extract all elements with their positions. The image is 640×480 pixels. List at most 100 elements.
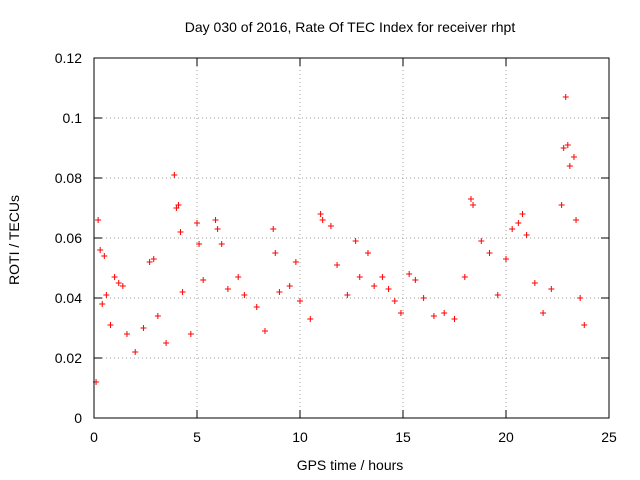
data-point — [175, 202, 182, 208]
x-tick-label: 10 — [292, 429, 308, 445]
data-point — [261, 328, 268, 334]
data-point — [334, 262, 341, 268]
data-point — [327, 223, 334, 229]
data-point — [103, 292, 110, 298]
data-point — [235, 274, 242, 280]
x-tick-label: 5 — [193, 429, 201, 445]
data-point — [194, 220, 200, 226]
x-tick-labels: 0 5 10 15 20 25 — [90, 429, 617, 445]
data-point — [562, 94, 569, 100]
data-point — [241, 292, 248, 298]
data-point — [317, 211, 324, 217]
data-point — [163, 340, 170, 346]
data-point — [95, 217, 102, 223]
data-point — [430, 313, 437, 319]
y-tick-label: 0.02 — [55, 350, 82, 366]
data-point — [397, 310, 404, 316]
data-point — [570, 154, 577, 160]
data-point — [461, 274, 468, 280]
data-point — [101, 253, 108, 259]
data-point — [200, 277, 207, 283]
data-point — [560, 145, 567, 151]
data-point — [276, 289, 283, 295]
data-point — [99, 301, 106, 307]
data-point — [412, 277, 419, 283]
data-point — [391, 298, 398, 304]
data-point — [97, 247, 104, 253]
data-point — [519, 211, 526, 217]
data-point — [187, 331, 194, 337]
x-tick-label: 15 — [395, 429, 411, 445]
data-point — [218, 241, 225, 247]
data-point — [371, 283, 378, 289]
data-point — [177, 229, 184, 235]
data-point — [214, 226, 221, 232]
data-point — [566, 163, 573, 169]
y-tick-label: 0.12 — [55, 50, 82, 66]
x-tick-label: 20 — [498, 429, 514, 445]
data-point — [319, 217, 326, 223]
data-point — [115, 280, 122, 286]
data-point — [111, 274, 118, 280]
data-point — [154, 313, 161, 319]
data-point — [364, 250, 371, 256]
data-point — [286, 283, 293, 289]
data-point — [212, 217, 219, 223]
data-point — [494, 292, 501, 298]
data-point — [179, 289, 186, 295]
data-point — [297, 298, 303, 304]
data-point — [548, 286, 555, 292]
data-point — [406, 271, 413, 277]
data-point — [540, 310, 547, 316]
chart-title: Day 030 of 2016, Rate Of TEC Index for r… — [185, 19, 516, 35]
y-tick-labels: 0 0.02 0.04 0.06 0.08 0.1 0.12 — [55, 50, 82, 426]
data-point — [146, 259, 153, 265]
data-point — [272, 250, 279, 256]
data-point — [119, 283, 126, 289]
data-point — [132, 349, 139, 355]
data-point — [307, 316, 314, 322]
data-point — [470, 202, 477, 208]
data-point — [292, 259, 299, 265]
grid-lines — [94, 58, 609, 418]
data-point — [140, 325, 147, 331]
data-points — [93, 94, 588, 385]
data-point — [344, 292, 351, 298]
x-axis-label: GPS time / hours — [297, 457, 404, 473]
data-point — [573, 217, 580, 223]
data-point — [107, 322, 114, 328]
data-point — [224, 286, 231, 292]
data-point — [515, 220, 522, 226]
data-point — [385, 286, 392, 292]
data-point — [509, 226, 516, 232]
y-tick-label: 0 — [74, 410, 82, 426]
data-point — [123, 331, 130, 337]
x-tick-label: 25 — [601, 429, 617, 445]
data-point — [379, 274, 386, 280]
data-point — [503, 256, 509, 262]
data-point — [478, 238, 485, 244]
y-axis-label: ROTI / TECUs — [6, 195, 22, 285]
data-point — [171, 172, 178, 178]
data-point — [486, 250, 493, 256]
data-point — [558, 202, 565, 208]
data-point — [564, 142, 571, 148]
data-point — [270, 226, 277, 232]
data-point — [467, 196, 474, 202]
data-point — [356, 274, 363, 280]
y-tick-label: 0.04 — [55, 290, 82, 306]
data-point — [253, 304, 260, 310]
y-tick-label: 0.08 — [55, 170, 82, 186]
data-point — [531, 280, 538, 286]
data-point — [441, 310, 448, 316]
axis-ticks — [93, 57, 610, 419]
data-point — [420, 295, 427, 301]
x-tick-label: 0 — [90, 429, 98, 445]
data-point — [581, 322, 588, 328]
data-point — [196, 241, 203, 247]
data-point — [523, 232, 530, 238]
data-point — [451, 316, 458, 322]
data-point — [577, 295, 584, 301]
